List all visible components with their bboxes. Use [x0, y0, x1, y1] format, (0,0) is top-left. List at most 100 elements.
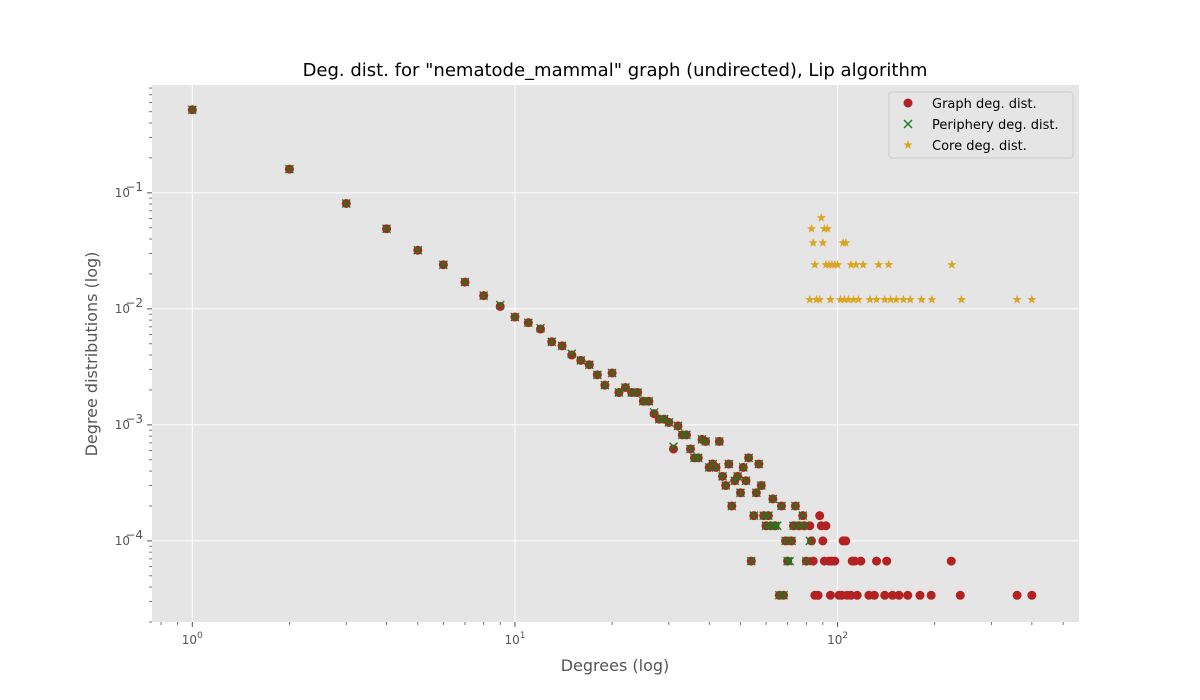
- data-point: [805, 536, 815, 546]
- data-point: [806, 223, 817, 233]
- data-point: [888, 590, 898, 600]
- data-point: [903, 590, 913, 600]
- data-point: [576, 355, 586, 365]
- data-point: [438, 260, 448, 270]
- data-point: [833, 259, 843, 269]
- data-point: [460, 277, 470, 287]
- data-point: [955, 590, 965, 600]
- data-point: [614, 388, 624, 398]
- data-point: [846, 259, 856, 269]
- data-point: [711, 462, 721, 472]
- x-axis-label: Degrees (log): [561, 656, 670, 675]
- legend-label: Graph deg. dist.: [932, 97, 1037, 112]
- data-point: [1012, 294, 1022, 304]
- data-point: [810, 259, 820, 269]
- data-point: [835, 294, 845, 304]
- data-point: [905, 294, 915, 304]
- data-point: [825, 590, 835, 600]
- data-point: [927, 294, 937, 304]
- data-point: [689, 453, 699, 463]
- y-tick-label: 10: [115, 302, 130, 316]
- data-point: [894, 590, 904, 600]
- data-point: [727, 501, 737, 511]
- data-point: [806, 536, 816, 546]
- data-point: [495, 300, 505, 310]
- data-point: [633, 388, 643, 398]
- data-point: [749, 511, 759, 521]
- data-point: [872, 556, 882, 566]
- data-point: [620, 383, 630, 392]
- data-point: [673, 421, 683, 431]
- data-point: [891, 294, 901, 304]
- data-point: [730, 476, 740, 486]
- data-point: [763, 511, 773, 521]
- data-point: [584, 360, 594, 370]
- plot-area: [152, 85, 1079, 622]
- data-point: [808, 556, 818, 566]
- data-point: [808, 238, 818, 247]
- data-point: [746, 556, 756, 566]
- data-point: [510, 312, 520, 322]
- data-point: [592, 370, 602, 380]
- data-point: [846, 590, 856, 600]
- data-point: [721, 481, 731, 491]
- data-point: [649, 407, 659, 417]
- data-point: [880, 294, 890, 304]
- data-point: [848, 294, 859, 304]
- data-point: [718, 471, 728, 481]
- data-point: [886, 294, 896, 304]
- data-point: [495, 301, 505, 311]
- data-point: [882, 556, 892, 566]
- data-point: [830, 556, 840, 566]
- data-point: [756, 481, 766, 491]
- data-point: [693, 453, 703, 463]
- y-tick-label: 10: [115, 534, 130, 548]
- data-point: [741, 476, 751, 486]
- data-point: [884, 259, 894, 269]
- data-point: [805, 294, 815, 304]
- data-point: [851, 259, 861, 269]
- data-point: [926, 590, 936, 600]
- data-point: [567, 349, 577, 359]
- data-point: [733, 471, 743, 481]
- data-point: [874, 259, 884, 269]
- data-point: [600, 380, 610, 390]
- grid: [152, 85, 1079, 622]
- data-point: [479, 291, 489, 301]
- data-point: [821, 521, 831, 531]
- legend-marker: [903, 98, 913, 108]
- data-point: [557, 341, 567, 351]
- data-point: [681, 430, 691, 440]
- data-point: [818, 536, 828, 546]
- data-point: [813, 590, 823, 600]
- legend-frame: [888, 91, 1074, 159]
- data-point: [853, 294, 863, 304]
- data-point: [536, 323, 545, 333]
- data-point: [898, 294, 909, 304]
- data-point: [413, 245, 423, 255]
- legend-label: Periphery deg. dist.: [932, 118, 1059, 133]
- x-tick-label: 102: [827, 631, 848, 647]
- data-point: [779, 590, 789, 600]
- data-point: [1012, 590, 1022, 600]
- data-marks: [187, 105, 1037, 600]
- legend-label: Core deg. dist.: [932, 139, 1027, 154]
- data-point: [915, 590, 925, 600]
- data-point: [686, 444, 695, 454]
- data-point: [774, 590, 784, 600]
- data-point: [856, 556, 866, 566]
- y-tick-exponent: −1: [125, 180, 143, 194]
- data-point: [798, 511, 808, 521]
- data-point: [724, 459, 734, 469]
- data-point: [869, 590, 879, 600]
- data-point: [776, 501, 786, 511]
- data-point: [822, 223, 832, 233]
- data-point: [664, 417, 674, 427]
- x-tick-label: 100: [182, 631, 203, 647]
- series-star: [805, 212, 1037, 304]
- y-tick-exponent: −2: [125, 296, 143, 310]
- data-point: [744, 453, 754, 463]
- data-point: [701, 436, 711, 446]
